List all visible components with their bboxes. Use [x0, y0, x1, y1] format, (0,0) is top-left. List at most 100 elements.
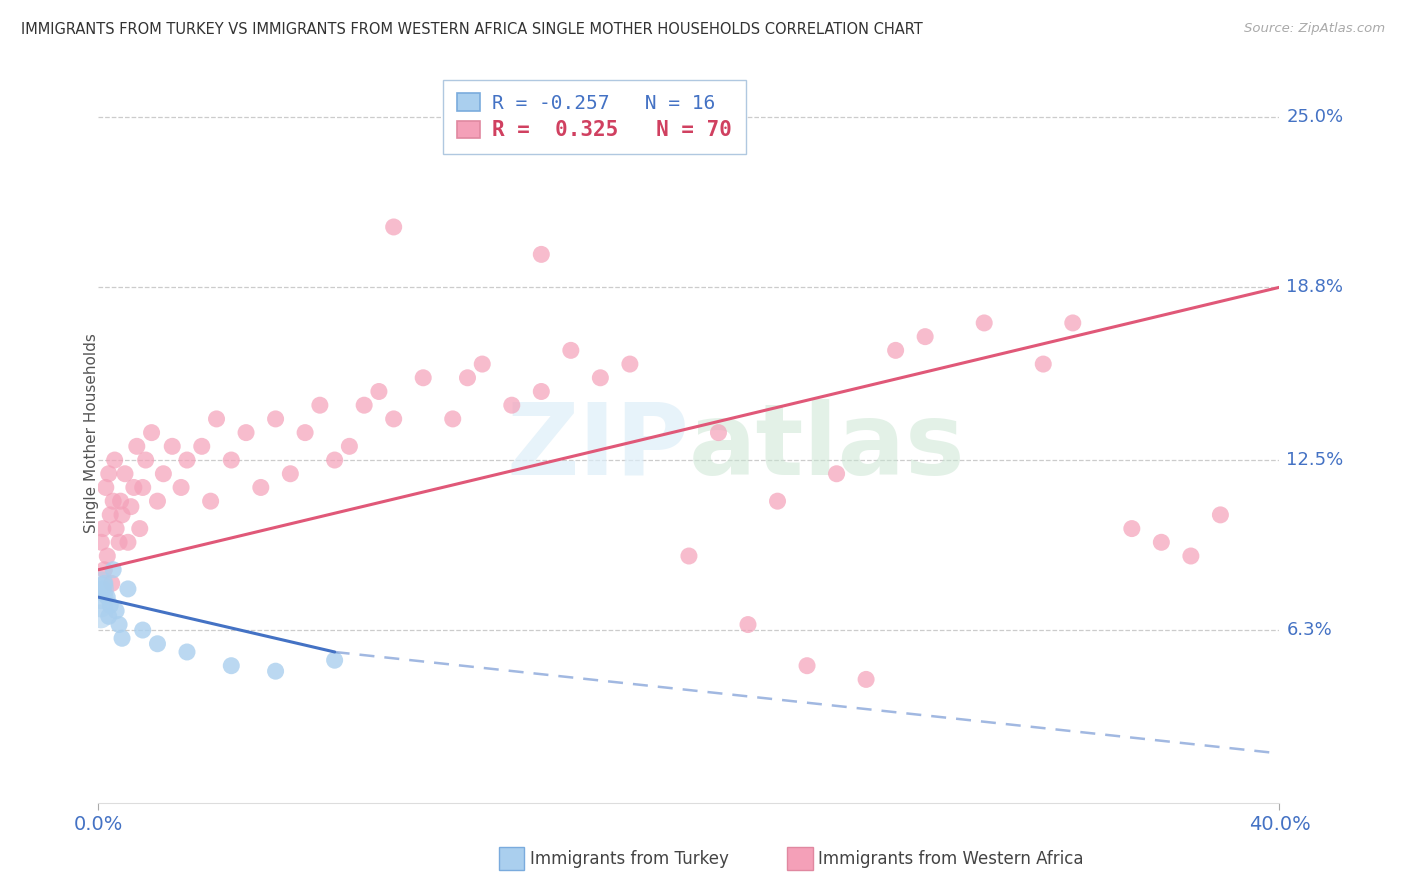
Point — [1121, 522, 1143, 536]
Point — [884, 343, 907, 358]
Point — [122, 480, 145, 494]
Point — [170, 480, 193, 494]
Point — [766, 494, 789, 508]
Point — [98, 508, 121, 522]
Point — [707, 425, 730, 440]
Point — [309, 398, 332, 412]
Point — [117, 582, 139, 596]
Point — [105, 522, 128, 536]
Point — [382, 412, 405, 426]
Text: 18.8%: 18.8% — [1286, 278, 1344, 296]
Point — [560, 343, 582, 358]
Text: 25.0%: 25.0% — [1286, 108, 1344, 127]
Text: atlas: atlas — [689, 399, 966, 496]
Point — [589, 371, 612, 385]
Point — [91, 582, 114, 596]
Y-axis label: Single Mother Households: Single Mother Households — [84, 333, 98, 533]
Point — [501, 398, 523, 412]
Point — [619, 357, 641, 371]
Point — [111, 508, 134, 522]
Point — [94, 480, 117, 494]
Text: Immigrants from Western Africa: Immigrants from Western Africa — [818, 850, 1084, 868]
Point — [294, 425, 316, 440]
Point — [90, 576, 112, 591]
Point — [93, 563, 115, 577]
Point — [457, 371, 479, 385]
Point — [120, 500, 142, 514]
Point — [117, 535, 139, 549]
Point — [91, 582, 114, 596]
Point — [146, 637, 169, 651]
Point — [530, 384, 553, 399]
Point — [1032, 357, 1054, 371]
Point — [141, 425, 163, 440]
Point — [90, 599, 112, 613]
Point — [382, 219, 405, 234]
Point — [146, 494, 169, 508]
Point — [353, 398, 375, 412]
Point — [97, 467, 120, 481]
Point — [1180, 549, 1202, 563]
Point — [441, 412, 464, 426]
Text: 12.5%: 12.5% — [1286, 451, 1344, 469]
Legend: R = -0.257   N = 16, R =  0.325   N = 70: R = -0.257 N = 16, R = 0.325 N = 70 — [443, 79, 745, 154]
Point — [914, 329, 936, 343]
Point — [90, 535, 112, 549]
Point — [200, 494, 222, 508]
Point — [221, 658, 243, 673]
Point — [93, 576, 115, 591]
Point — [132, 623, 155, 637]
Point — [152, 467, 174, 481]
Point — [280, 467, 302, 481]
Point — [97, 609, 120, 624]
Point — [191, 439, 214, 453]
Point — [796, 658, 818, 673]
Point — [91, 522, 114, 536]
Point — [339, 439, 361, 453]
Point — [103, 494, 125, 508]
Point — [250, 480, 273, 494]
Point — [110, 494, 132, 508]
Text: Source: ZipAtlas.com: Source: ZipAtlas.com — [1244, 22, 1385, 36]
Point — [105, 604, 128, 618]
Point — [162, 439, 183, 453]
Point — [221, 453, 243, 467]
Point — [103, 563, 125, 577]
Point — [530, 247, 553, 261]
Point — [235, 425, 257, 440]
Point — [90, 590, 112, 604]
Point — [98, 599, 121, 613]
Point — [264, 664, 287, 678]
Point — [176, 453, 198, 467]
Point — [1209, 508, 1232, 522]
Text: Immigrants from Turkey: Immigrants from Turkey — [530, 850, 728, 868]
Point — [205, 412, 228, 426]
Point — [96, 549, 118, 563]
Text: 6.3%: 6.3% — [1286, 621, 1333, 639]
Point — [176, 645, 198, 659]
Point — [100, 576, 122, 591]
Point — [825, 467, 848, 481]
Text: ZIP: ZIP — [506, 399, 689, 496]
Point — [111, 632, 134, 646]
Point — [128, 522, 150, 536]
Point — [114, 467, 136, 481]
Text: IMMIGRANTS FROM TURKEY VS IMMIGRANTS FROM WESTERN AFRICA SINGLE MOTHER HOUSEHOLD: IMMIGRANTS FROM TURKEY VS IMMIGRANTS FRO… — [21, 22, 922, 37]
Point — [90, 609, 112, 624]
Point — [471, 357, 494, 371]
Point — [108, 617, 131, 632]
Point — [264, 412, 287, 426]
Point — [973, 316, 995, 330]
Point — [1150, 535, 1173, 549]
Point — [125, 439, 148, 453]
Point — [737, 617, 759, 632]
Point — [1062, 316, 1084, 330]
Point — [678, 549, 700, 563]
Point — [132, 480, 155, 494]
Point — [855, 673, 877, 687]
Point — [96, 590, 118, 604]
Point — [412, 371, 434, 385]
Point — [323, 653, 346, 667]
Point — [323, 453, 346, 467]
Point — [368, 384, 391, 399]
